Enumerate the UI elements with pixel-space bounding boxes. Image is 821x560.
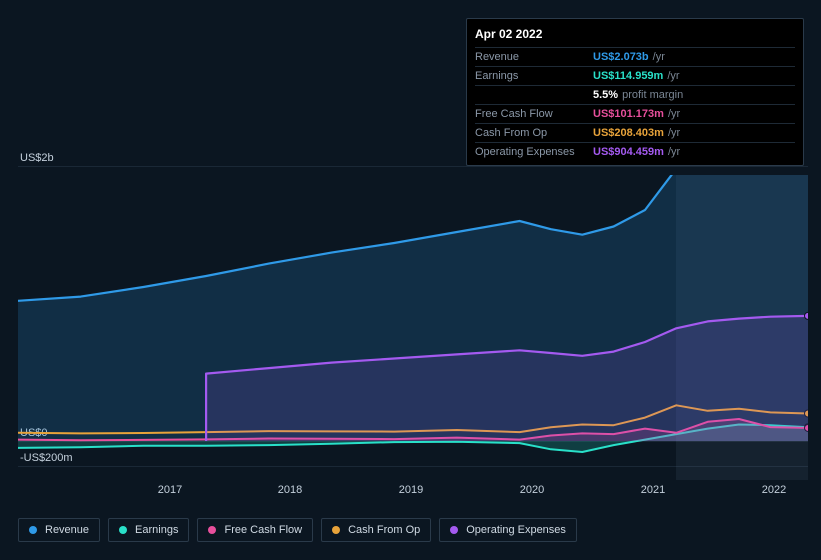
x-axis-label: 2017 bbox=[158, 484, 182, 496]
series-end-marker-opex[interactable] bbox=[805, 312, 809, 319]
tooltip-row-value: US$114.959m bbox=[593, 70, 663, 82]
tooltip-row-value: US$208.403m bbox=[593, 127, 664, 139]
tooltip-row-label: Free Cash Flow bbox=[475, 105, 593, 124]
legend-item-earnings[interactable]: Earnings bbox=[108, 518, 189, 542]
legend-label: Free Cash Flow bbox=[224, 524, 302, 536]
tooltip-row-unit: /yr bbox=[664, 108, 680, 120]
x-axis-label: 2020 bbox=[520, 484, 544, 496]
tooltip-row-label: Operating Expenses bbox=[475, 143, 593, 162]
legend-item-fcf[interactable]: Free Cash Flow bbox=[197, 518, 313, 542]
financial-chart: US$2bUS$0-US$200m 2017201820192020202120… bbox=[0, 0, 821, 560]
tooltip-row-value: US$904.459m bbox=[593, 146, 664, 158]
legend-dot-icon bbox=[208, 526, 216, 534]
tooltip-row-unit: /yr bbox=[664, 127, 680, 139]
legend-label: Revenue bbox=[45, 524, 89, 536]
legend-label: Operating Expenses bbox=[466, 524, 566, 536]
plot-area[interactable] bbox=[18, 175, 808, 480]
tooltip-row-unit: /yr bbox=[649, 51, 665, 63]
tooltip-row-value: US$2.073b bbox=[593, 51, 649, 63]
y-axis-label: US$2b bbox=[20, 152, 54, 164]
data-tooltip: Apr 02 2022 RevenueUS$2.073b/yrEarningsU… bbox=[466, 18, 804, 166]
gridline bbox=[18, 166, 808, 167]
x-axis-label: 2019 bbox=[399, 484, 423, 496]
x-axis-label: 2021 bbox=[641, 484, 665, 496]
tooltip-row-label: Earnings bbox=[475, 67, 593, 86]
legend-dot-icon bbox=[332, 526, 340, 534]
x-axis-label: 2022 bbox=[762, 484, 786, 496]
legend-item-opex[interactable]: Operating Expenses bbox=[439, 518, 577, 542]
tooltip-row-label bbox=[475, 86, 593, 105]
tooltip-row-unit: /yr bbox=[663, 70, 679, 82]
legend-item-revenue[interactable]: Revenue bbox=[18, 518, 100, 542]
legend-dot-icon bbox=[450, 526, 458, 534]
tooltip-row-label: Revenue bbox=[475, 48, 593, 67]
legend-label: Cash From Op bbox=[348, 524, 420, 536]
tooltip-row-unit: /yr bbox=[664, 146, 680, 158]
legend-dot-icon bbox=[29, 526, 37, 534]
legend-dot-icon bbox=[119, 526, 127, 534]
tooltip-date: Apr 02 2022 bbox=[475, 25, 795, 47]
legend-label: Earnings bbox=[135, 524, 178, 536]
legend: Revenue Earnings Free Cash Flow Cash From O… bbox=[18, 518, 577, 542]
tooltip-row-value: 5.5% bbox=[593, 89, 618, 101]
tooltip-row-label: Cash From Op bbox=[475, 124, 593, 143]
tooltip-row-value: US$101.173m bbox=[593, 108, 664, 120]
legend-item-cfo[interactable]: Cash From Op bbox=[321, 518, 431, 542]
tooltip-row-unit: profit margin bbox=[618, 89, 683, 101]
x-axis-label: 2018 bbox=[278, 484, 302, 496]
